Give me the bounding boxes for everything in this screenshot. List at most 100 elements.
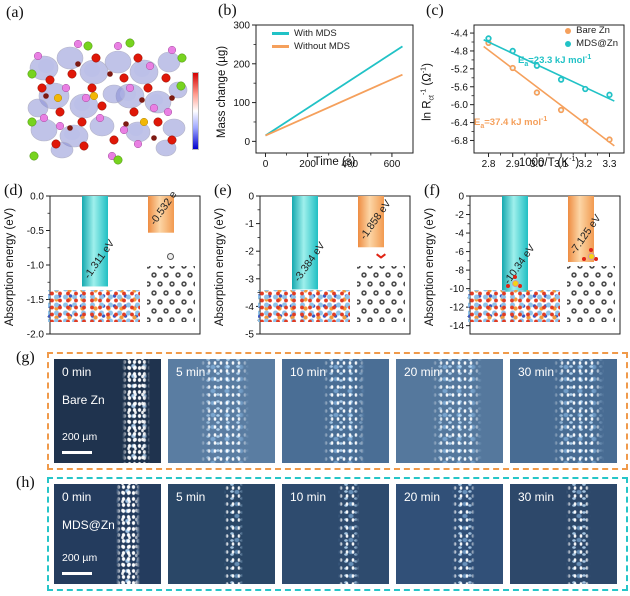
svg-text:-2: -2 (455, 210, 464, 221)
svg-text:3.0: 3.0 (530, 159, 544, 170)
c-x-axis-label: 1000/T (K-1) (518, 156, 580, 169)
micrograph-tile: 0 min MDS@Zn 200 µm (54, 484, 161, 584)
svg-text:-4.4: -4.4 (451, 29, 469, 40)
svg-text:-4.8: -4.8 (451, 46, 469, 57)
panel-c: (c) ln Rct-1 (Ω-1) -4.4 -4.8 -5.2 -5.6 -6.0-… (420, 0, 630, 178)
colorbar (192, 72, 199, 150)
crystal-slab-inset (48, 290, 140, 322)
bare-zn-legend-label: Bare Zn (576, 25, 610, 36)
zn-deposit-strip (122, 359, 151, 463)
svg-text:0.0: 0.0 (30, 192, 44, 203)
absorption-energy-chart-f: 0 -2 -4 -6 -8 -10 -12 -14 -10.34 eV -7.125 eV (442, 192, 626, 342)
micrograph-tile: 30 min (510, 359, 617, 463)
zn-deposit-strip (565, 484, 592, 584)
panel-b: (b) Mass change (µg) 0 100 200 300 0 200 400 60… (210, 0, 420, 178)
svg-text:0: 0 (248, 192, 254, 203)
sample-label: Bare Zn (62, 393, 105, 407)
scale-label: 200 µm (62, 431, 98, 443)
svg-text:400: 400 (341, 159, 358, 170)
panel-f-label: (f) (424, 182, 440, 199)
f-y-axis-label: Absorption energy (eV) (424, 207, 436, 327)
ea-mds-annotation: Ea=23.3 kJ mol-1 (518, 54, 592, 69)
zn-deposit-strip (223, 484, 244, 584)
svg-text:-4: -4 (455, 229, 464, 240)
zn-deposit-strip (337, 484, 360, 584)
micrograph-tile: 5 min (168, 359, 275, 463)
with-mds-line-swatch (272, 32, 289, 35)
bare-zn-dot-swatch (565, 27, 572, 34)
svg-text:200: 200 (233, 59, 250, 70)
zn-deposit-strip (552, 359, 605, 463)
panel-c-label: (c) (426, 2, 444, 19)
absorption-energy-chart-e: 0 -1 -2 -3 -4 -5 -3.384 eV -1.858 eV (232, 192, 416, 342)
time-label: 5 min (176, 490, 206, 504)
panel-b-label: (b) (218, 2, 237, 19)
svg-text:3.3: 3.3 (603, 159, 617, 170)
ea-bare-annotation: Ea=37.4 kJ mol-1 (474, 116, 548, 131)
svg-text:0: 0 (263, 159, 269, 170)
zn-deposit-strip (451, 484, 476, 584)
svg-text:-4: -4 (245, 302, 254, 313)
time-label: 20 min (404, 490, 441, 504)
b-x-axis-label: Time (s) (313, 156, 356, 168)
crystal-slab-inset (468, 290, 560, 322)
micrograph-tile: 0 min Bare Zn 200 µm (54, 359, 161, 463)
micrograph-tile: 10 min (282, 359, 389, 463)
charge-density-structure-art (27, 38, 188, 165)
svg-text:-0.5: -0.5 (27, 226, 45, 237)
panel-a-label: (a) (6, 4, 24, 21)
svg-text:-6: -6 (455, 247, 464, 258)
svg-text:-2: -2 (245, 247, 254, 258)
panel-h-label: (h) (16, 474, 35, 491)
scale-label: 200 µm (62, 552, 98, 564)
micrograph-tile: 10 min (282, 484, 389, 584)
svg-text:-12: -12 (450, 303, 465, 314)
zn-atom-grid-inset (567, 266, 615, 322)
mds-zn-legend-label: MDS@Zn (576, 38, 618, 49)
e-y-axis-label: Absorption energy (eV) (214, 207, 226, 327)
panel-d-label: (d) (4, 182, 23, 199)
d-y-axis-label: Absorption energy (eV) (4, 207, 16, 327)
c-y-axis-label: ln Rct-1 (Ω-1) (420, 63, 436, 121)
time-label: 10 min (290, 365, 327, 379)
time-label: 5 min (176, 365, 206, 379)
micrograph-tile: 20 min (396, 484, 503, 584)
with-mds-legend-label: With MDS (294, 28, 337, 39)
mds-zn-micrograph-row: 0 min MDS@Zn 200 µm 5 min 10 min 20 min … (47, 477, 628, 591)
svg-text:2.9: 2.9 (506, 159, 520, 170)
zn-atom-grid-inset (147, 266, 195, 322)
svg-text:-6.4: -6.4 (451, 118, 469, 129)
svg-text:-1: -1 (245, 219, 254, 230)
svg-text:-2.0: -2.0 (27, 330, 45, 341)
panel-d: (d) Absorption energy (eV) 0.0 -0.5 -1.0 -1… (0, 178, 210, 345)
svg-text:-1.0: -1.0 (27, 261, 45, 272)
water-molecule-icon (376, 254, 386, 261)
zn-deposit-strip (200, 359, 250, 463)
micrograph-tile: 20 min (396, 359, 503, 463)
svg-text:3.2: 3.2 (578, 159, 592, 170)
mds-zn-dot-swatch (565, 40, 572, 47)
b-legend: With MDS Without MDS (272, 27, 350, 53)
svg-text:-5: -5 (245, 330, 254, 341)
time-label: 30 min (518, 490, 555, 504)
zn-atom-grid-inset (357, 266, 405, 322)
svg-text:0: 0 (244, 137, 250, 148)
micrograph-tile: 30 min (510, 484, 617, 584)
mass-change-chart: 0 100 200 300 0 200 400 600 (226, 20, 418, 170)
zn-deposit-strip (116, 484, 140, 584)
adsorbed-atom-icon (167, 253, 174, 260)
svg-text:-14: -14 (450, 321, 465, 332)
time-label: 20 min (404, 365, 441, 379)
sulfate-molecule-icon (506, 275, 522, 289)
without-mds-legend-label: Without MDS (294, 41, 350, 52)
panel-a: (a) (0, 0, 210, 178)
panel-g-label: (g) (16, 349, 35, 366)
time-label: 0 min (62, 490, 92, 504)
sulfate-molecule-icon (582, 248, 598, 262)
arrhenius-chart: -4.4 -4.8 -5.2 -5.6 -6.0 -6.4 -6.8 2.8 2.9 3.0 3.1… (438, 20, 630, 170)
svg-text:200: 200 (299, 159, 316, 170)
panel-e: (e) Absorption energy (eV) 0 -1 -2 -3 -4 -5 -3… (210, 178, 420, 345)
svg-text:-5.2: -5.2 (451, 64, 469, 75)
scale-bar (62, 451, 92, 454)
